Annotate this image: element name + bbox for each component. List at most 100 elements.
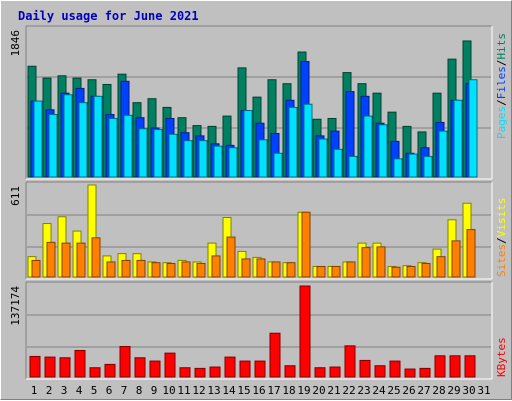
bar-sites [121,259,131,278]
day-label: 18 [282,384,295,397]
day-label: 20 [312,384,325,397]
day-label: 9 [151,384,158,397]
bar-pages [48,114,58,178]
bar-sites [301,211,311,278]
bar-pages [123,114,133,178]
day-label: 31 [477,384,490,397]
day-label: 4 [76,384,83,397]
day-label: 23 [357,384,370,397]
bar-pages [408,153,418,178]
bar-sites [151,262,161,278]
day-label: 25 [387,384,400,397]
bar-sites [316,265,326,278]
bar-sites [136,259,146,278]
y-max-label: 611 [9,186,22,206]
bar-kbytes [239,360,251,378]
legend-pages: Pages [495,106,508,139]
day-label: 13 [207,384,220,397]
bar-pages [93,95,103,178]
bar-sites [466,229,476,278]
bar-kbytes [89,367,101,378]
bar-sites [76,242,86,278]
day-label: 30 [462,384,475,397]
bar-kbytes [44,356,56,378]
bar-pages [348,155,358,178]
bar-pages [198,140,208,178]
bar-sites [331,265,341,278]
bar-pages [258,139,268,178]
day-label: 11 [177,384,190,397]
bar-pages [438,130,448,178]
bar-kbytes [29,355,41,378]
bar-kbytes [224,356,236,378]
bar-sites [226,236,236,278]
bar-pages [243,110,253,178]
bar-sites [286,262,296,278]
bar-pages [213,145,223,178]
bar-kbytes [119,345,131,378]
bar-kbytes [74,349,86,378]
bar-pages [468,79,478,178]
bar-kbytes [404,368,416,378]
day-label: 14 [222,384,236,397]
bar-sites [196,262,206,278]
bar-kbytes [209,366,221,378]
bar-kbytes [179,367,191,378]
day-label: 12 [192,384,205,397]
day-label: 5 [91,384,98,397]
legend-label: KBytes [495,337,508,377]
bar-pages [303,103,313,178]
bar-sites [391,266,401,278]
bar-sites [166,262,176,278]
bar-kbytes [374,365,386,378]
bar-pages [78,102,88,178]
bar-pages [423,155,433,178]
day-label: 22 [342,384,355,397]
bar-kbytes [254,360,266,378]
bar-kbytes [449,355,461,378]
bar-pages [33,100,43,178]
bar-kbytes [164,352,176,378]
bar-sites [406,265,416,278]
bar-pages [63,94,73,178]
legend-kbytes: KBytes [495,337,508,377]
day-label: 26 [402,384,415,397]
bar-kbytes [134,357,146,378]
bar-pages [363,115,373,178]
bar-kbytes [269,332,281,378]
bar-sites [421,262,431,278]
day-label: 10 [162,384,175,397]
bar-pages [168,133,178,178]
bar-sites [211,255,221,278]
bar-kbytes [284,365,296,378]
day-label: 1 [31,384,38,397]
bar-pages [153,129,163,178]
bar-kbytes [104,363,116,378]
bar-kbytes [149,360,161,378]
bar-pages [378,124,388,178]
bar-kbytes [434,355,446,378]
bar-pages [108,117,118,178]
day-label: 16 [252,384,265,397]
bar-pages [138,128,148,178]
legend-files: Files [495,66,508,99]
bar-kbytes [194,367,206,378]
bar-kbytes [329,366,341,378]
legend-label: Sites/Visits [495,198,508,278]
bar-kbytes [389,360,401,378]
bar-pages [288,106,298,178]
day-label: 15 [237,384,250,397]
bar-sites [106,261,116,278]
bar-sites [361,247,371,278]
bar-kbytes [59,357,71,378]
bar-pages [273,152,283,178]
bar-kbytes [344,345,356,378]
bar-sites [61,242,71,278]
y-max-label: 1846 [9,30,22,57]
bar-sites [346,261,356,278]
bar-kbytes [359,359,371,378]
bar-sites [436,256,446,278]
bar-sites [451,240,461,278]
bar-pages [393,158,403,178]
day-label: 8 [136,384,143,397]
